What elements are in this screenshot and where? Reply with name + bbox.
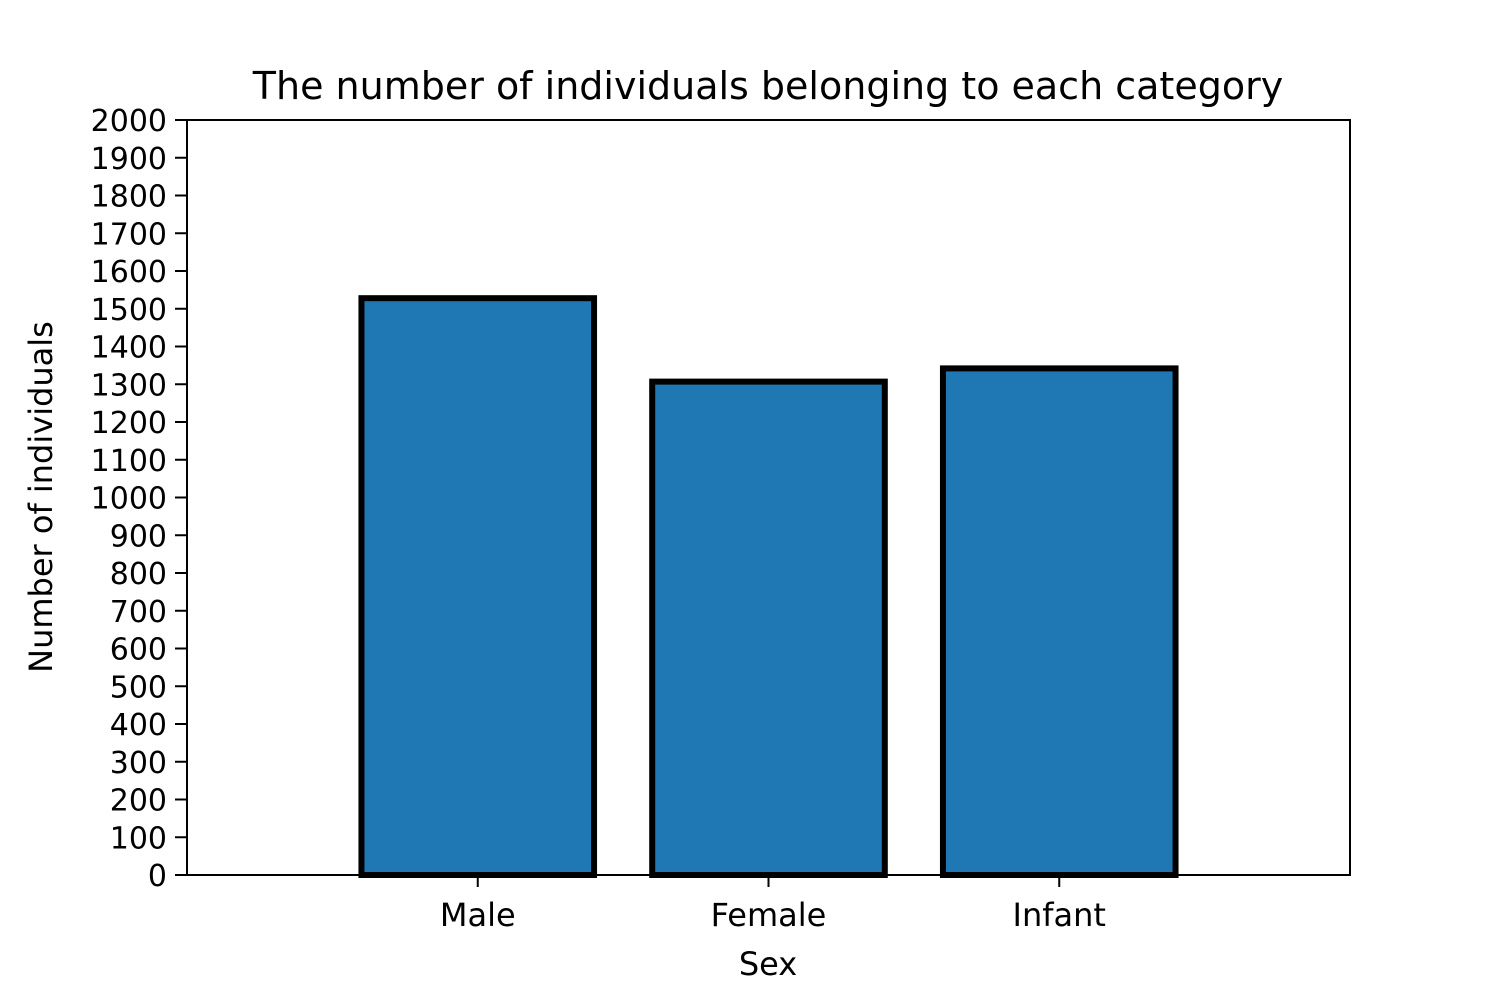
bar-male (358, 295, 598, 878)
y-tick-label: 1500 (91, 293, 167, 328)
x-tick-label-infant: Infant (1013, 896, 1106, 934)
chart-title: The number of individuals belonging to e… (252, 64, 1283, 108)
y-tick-label: 200 (110, 784, 167, 819)
y-tick-label: 900 (110, 519, 167, 554)
y-tick-label: 1200 (91, 406, 167, 441)
y-tick-label: 700 (110, 595, 167, 630)
bar-infant (939, 365, 1179, 878)
y-tick-label: 800 (110, 557, 167, 592)
x-tick-label-male: Male (440, 896, 516, 934)
y-tick-label: 1900 (91, 142, 167, 177)
y-tick-label: 100 (110, 821, 167, 856)
y-tick-label: 2000 (91, 104, 167, 139)
y-axis-label: Number of individuals (22, 321, 60, 673)
x-axis-label: Sex (739, 945, 797, 983)
x-axis-ticks: Male Female Infant (440, 875, 1106, 934)
y-axis-ticks: 0100200300400500600700800900100011001200… (91, 104, 187, 894)
y-tick-label: 1800 (91, 180, 167, 215)
bars (358, 295, 1179, 878)
y-tick-label: 600 (110, 633, 167, 668)
y-tick-label: 1300 (91, 368, 167, 403)
y-tick-label: 1600 (91, 255, 167, 290)
y-tick-label: 1400 (91, 331, 167, 366)
y-tick-label: 1100 (91, 444, 167, 479)
y-tick-label: 0 (148, 859, 167, 894)
y-tick-label: 400 (110, 708, 167, 743)
y-tick-label: 500 (110, 670, 167, 705)
x-tick-label-female: Female (711, 896, 827, 934)
y-tick-label: 1000 (91, 482, 167, 517)
y-tick-label: 1700 (91, 217, 167, 252)
bar-female (649, 378, 888, 878)
y-tick-label: 300 (110, 746, 167, 781)
